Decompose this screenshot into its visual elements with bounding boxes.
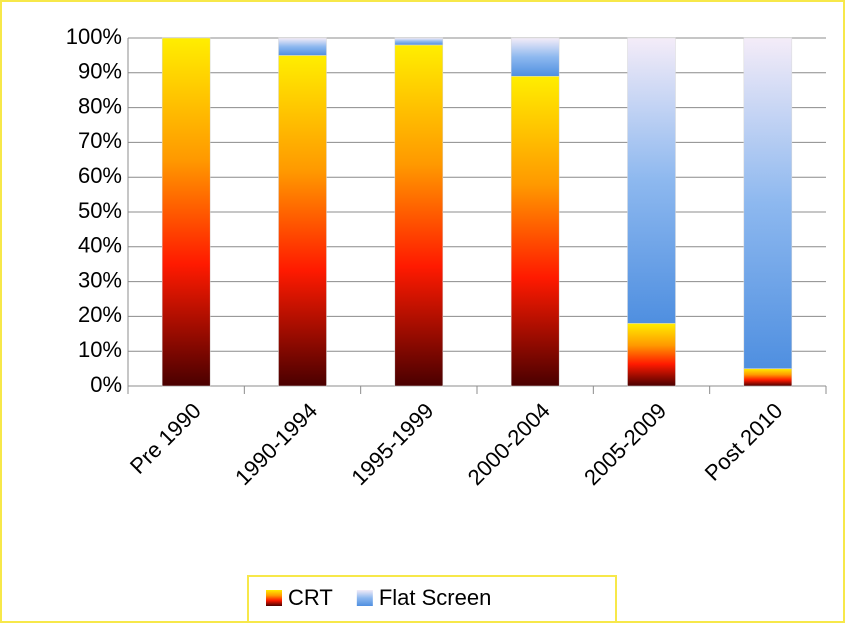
- y-tick-label: 100%: [66, 24, 122, 49]
- y-tick-label: 70%: [78, 128, 122, 153]
- legend-box: [247, 575, 617, 623]
- y-tick-label: 0%: [90, 372, 122, 397]
- bar-segment: [394, 44, 444, 387]
- legend-label: CRT: [288, 585, 333, 610]
- bar-segment: [743, 368, 793, 387]
- bar-segment: [627, 37, 676, 324]
- legend: CRT Flat Screen: [247, 575, 617, 623]
- bar-segment: [627, 323, 676, 387]
- bar-segment: [161, 37, 211, 387]
- y-tick-label: 10%: [78, 337, 122, 362]
- bar-segment: [510, 37, 560, 77]
- y-tick-label: 60%: [78, 163, 122, 188]
- bar-segment: [394, 37, 444, 46]
- legend-label: Flat Screen: [379, 585, 492, 610]
- bar-segment: [278, 55, 327, 387]
- bar-segment: [278, 37, 327, 56]
- y-tick-label: 90%: [78, 59, 122, 84]
- legend-swatch: [266, 590, 282, 606]
- y-tick-label: 50%: [78, 198, 122, 223]
- y-tick-label: 30%: [78, 267, 122, 292]
- y-tick-label: 20%: [78, 302, 122, 327]
- y-tick-label: 80%: [78, 93, 122, 118]
- bar-segment: [510, 76, 560, 387]
- legend-swatch: [356, 590, 373, 606]
- y-tick-label: 40%: [78, 233, 122, 258]
- bar-segment: [743, 37, 793, 369]
